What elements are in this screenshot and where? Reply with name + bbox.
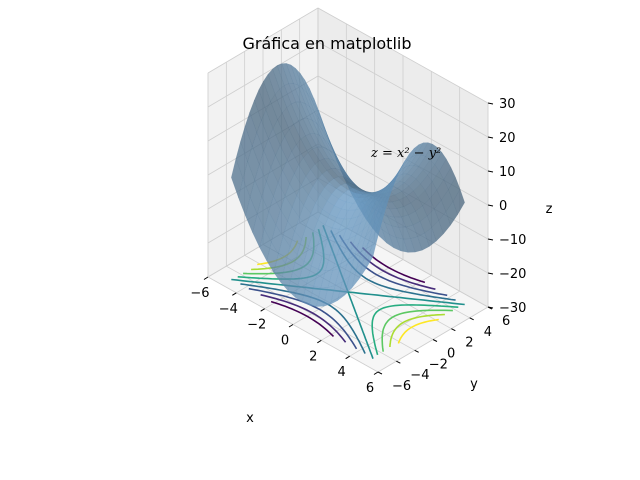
z-tick-label: 30: [499, 97, 516, 112]
y-tick-label: 2: [465, 336, 473, 351]
y-tick-mark: [451, 328, 456, 332]
y-tick-mark: [414, 349, 419, 353]
y-tick-mark: [377, 371, 383, 375]
contour-line: [397, 318, 439, 344]
equation-annotation: z = x² − y²: [370, 146, 441, 161]
z-tick-mark: [487, 102, 494, 105]
z-tick-mark: [487, 272, 494, 275]
grid-line: [207, 41, 319, 108]
surface-facet: [384, 179, 397, 204]
z-tick-label: −20: [499, 267, 526, 282]
z-tick-label: 10: [499, 165, 516, 180]
grid-line: [207, 7, 319, 74]
y-tick-label: 6: [502, 314, 510, 329]
z-tick-label: −10: [499, 233, 526, 248]
y-tick-label: −6: [392, 379, 411, 394]
contour-line: [381, 309, 453, 352]
x-tick-mark: [260, 308, 265, 312]
y-tick-label: −2: [429, 357, 448, 372]
x-tick-label: −6: [190, 286, 209, 301]
z-tick-label: −30: [499, 301, 526, 316]
grid-line: [317, 41, 489, 138]
saddle-surface: [231, 63, 465, 307]
x-tick-mark: [288, 324, 294, 328]
y-tick-mark: [469, 317, 474, 321]
contour-line: [371, 304, 459, 356]
z-tick-mark: [487, 306, 494, 309]
surface-facet: [388, 168, 401, 192]
z-tick-label: 0: [499, 199, 507, 214]
y-tick-label: −4: [410, 368, 429, 383]
z-tick-label: 20: [499, 131, 516, 146]
x-tick-mark: [345, 355, 350, 360]
x-tick-label: −2: [247, 318, 266, 333]
x-axis-label: x: [246, 411, 254, 426]
z-tick-mark: [487, 136, 494, 139]
y-tick-label: 4: [484, 325, 492, 340]
y-axis-label: y: [470, 377, 478, 392]
y-tick-label: 0: [447, 347, 455, 362]
x-tick-label: 2: [309, 349, 317, 364]
z-tick-mark: [487, 238, 494, 241]
z-axis-label: z: [546, 202, 553, 217]
x-tick-label: −4: [219, 302, 238, 317]
contour-line: [270, 300, 335, 337]
surface-facet: [365, 237, 378, 270]
x-tick-label: 4: [338, 365, 346, 380]
grid-line: [317, 7, 489, 104]
y-tick-mark: [432, 339, 438, 342]
x-tick-label: 6: [366, 381, 374, 396]
x-tick-mark: [203, 276, 209, 280]
z-tick-mark: [487, 170, 494, 173]
x-tick-mark: [232, 292, 237, 296]
contour-line: [248, 287, 358, 350]
x-tick-mark: [373, 371, 379, 375]
contour-line: [389, 313, 445, 348]
z-tick-mark: [487, 204, 494, 207]
contour-line: [260, 294, 347, 343]
grid-line: [317, 75, 489, 172]
chart-title: Gráfica en matplotlib: [243, 34, 412, 53]
x-tick-mark: [317, 339, 322, 344]
y-tick-mark: [396, 360, 401, 364]
x-tick-label: 0: [281, 334, 289, 349]
surface-facet: [379, 191, 392, 218]
